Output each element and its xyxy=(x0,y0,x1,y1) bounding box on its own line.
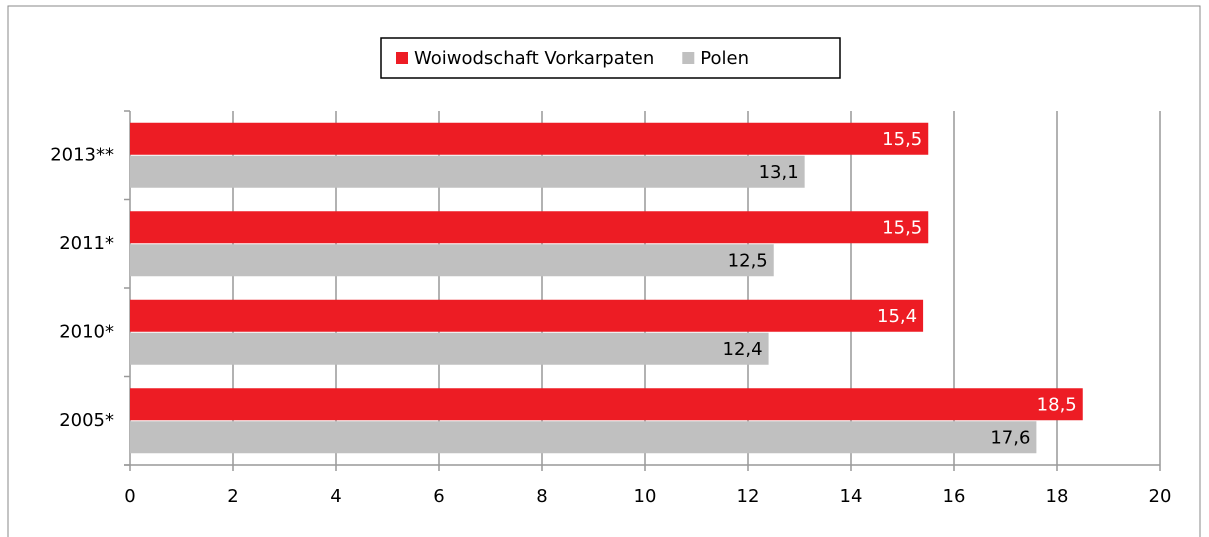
value-label: 12,5 xyxy=(728,250,768,271)
bar xyxy=(130,421,1037,454)
value-label: 15,4 xyxy=(877,306,917,327)
y-tick-label: 2013** xyxy=(50,144,114,165)
x-tick-label: 6 xyxy=(433,486,444,507)
bar xyxy=(130,299,924,332)
x-tick-label: 0 xyxy=(124,486,135,507)
value-label: 15,5 xyxy=(882,129,922,150)
value-label: 15,5 xyxy=(882,217,922,238)
value-label: 13,1 xyxy=(759,162,799,183)
value-label: 17,6 xyxy=(990,427,1030,448)
y-tick-label: 2011* xyxy=(59,233,114,254)
bar xyxy=(130,122,929,155)
bar xyxy=(130,244,774,277)
x-tick-label: 14 xyxy=(840,486,863,507)
x-tick-label: 8 xyxy=(536,486,547,507)
bar xyxy=(130,211,929,244)
bar xyxy=(130,332,769,365)
x-tick-label: 2 xyxy=(227,486,238,507)
x-tick-label: 18 xyxy=(1046,486,1069,507)
x-tick-label: 12 xyxy=(737,486,760,507)
chart-frame xyxy=(7,5,1201,537)
y-tick-label: 2005* xyxy=(59,410,114,431)
legend-label: Polen xyxy=(700,48,749,69)
legend-label: Woiwodschaft Vorkarpaten xyxy=(414,48,654,69)
legend-box xyxy=(380,37,841,79)
value-label: 12,4 xyxy=(723,339,763,360)
x-tick-label: 4 xyxy=(330,486,341,507)
legend-swatch xyxy=(396,52,408,64)
x-tick-label: 16 xyxy=(943,486,966,507)
x-tick-label: 10 xyxy=(634,486,657,507)
y-tick-label: 2010* xyxy=(59,321,114,342)
value-label: 18,5 xyxy=(1037,394,1077,415)
legend-swatch xyxy=(682,52,695,64)
x-tick-label: 20 xyxy=(1149,486,1172,507)
bar xyxy=(130,388,1083,421)
bar xyxy=(130,155,805,188)
